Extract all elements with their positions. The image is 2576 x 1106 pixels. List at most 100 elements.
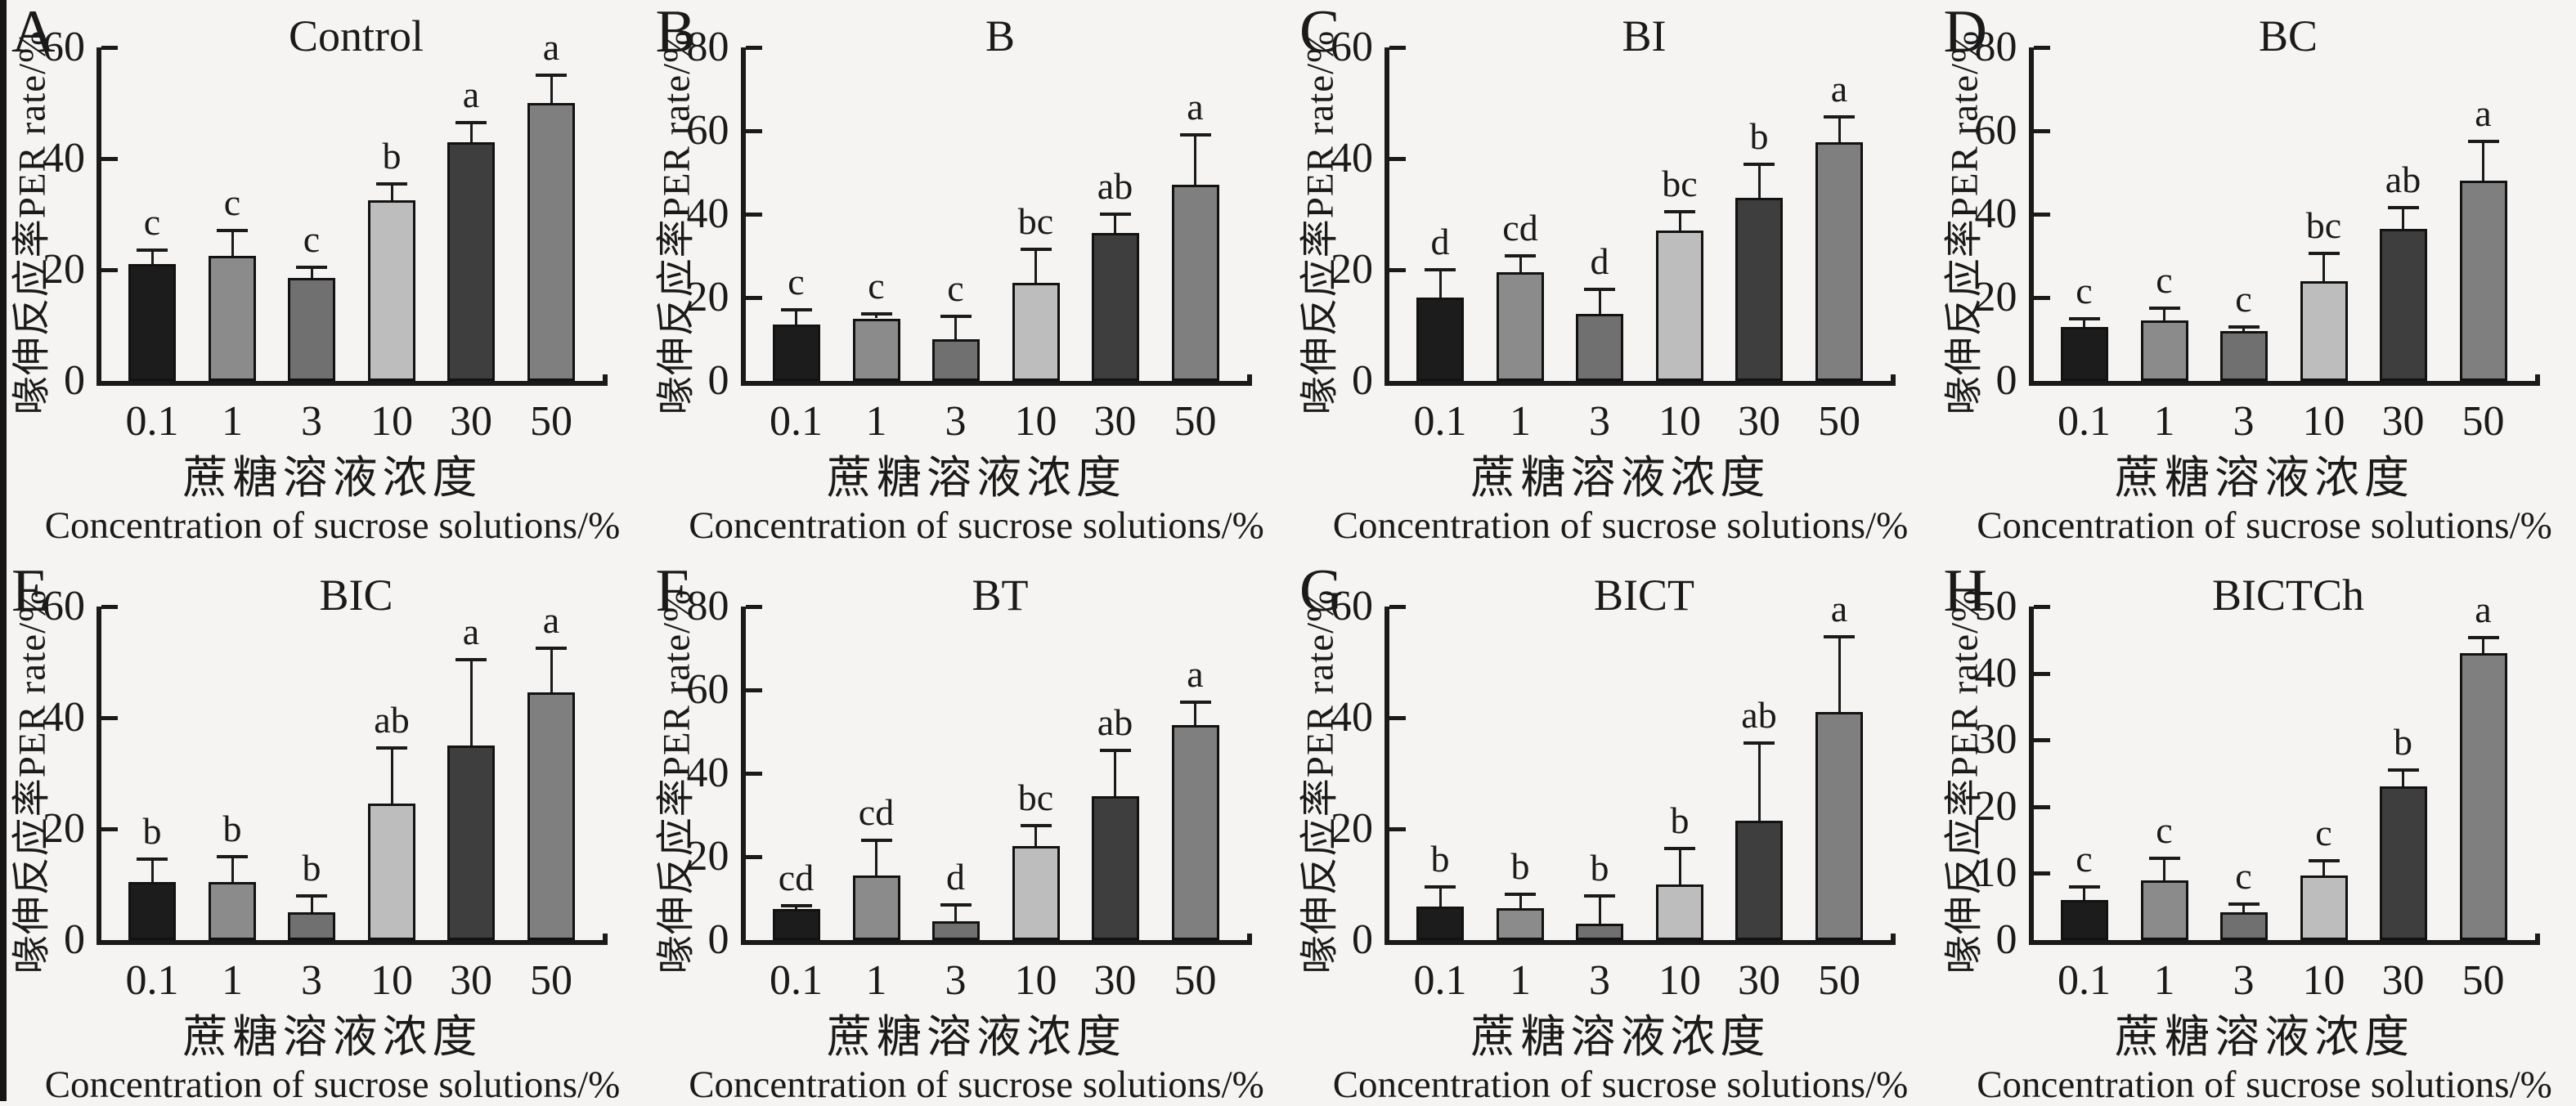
error-bar-line xyxy=(1439,270,1442,298)
x-axis-end-tick xyxy=(1247,934,1252,945)
y-axis xyxy=(741,47,746,386)
error-bar-cap xyxy=(1584,288,1615,291)
sig-letter: c xyxy=(907,269,1005,308)
x-tick-label: 50 xyxy=(1782,958,1896,1004)
error-bar-cap xyxy=(940,315,972,318)
bar-3 xyxy=(288,912,335,940)
bar-50 xyxy=(1815,712,1863,940)
error-bar-cap xyxy=(456,121,487,124)
y-axis-label: 喙伸反应率PER rate/% xyxy=(1288,30,1344,415)
y-tick-mark xyxy=(2034,672,2050,676)
bar-10 xyxy=(1012,846,1060,940)
sig-letter: a xyxy=(2435,590,2533,629)
y-axis-label: 喙伸反应率PER rate/% xyxy=(1932,30,1988,415)
error-bar-line xyxy=(1838,117,1841,142)
bar-1 xyxy=(209,256,256,381)
bar-1 xyxy=(209,882,256,940)
bar-3 xyxy=(1576,314,1623,381)
bar-0.1 xyxy=(2061,900,2108,940)
bar-0.1 xyxy=(773,909,820,940)
sig-letter: ab xyxy=(1710,696,1808,735)
error-bar-cap xyxy=(1100,213,1131,216)
error-bar-line xyxy=(2402,208,2404,229)
y-tick-mark xyxy=(746,46,762,50)
bar-3 xyxy=(288,278,335,381)
error-bar-line xyxy=(1519,256,1522,272)
error-bar-line xyxy=(1599,289,1601,315)
sig-letter: bc xyxy=(1631,164,1729,204)
x-axis-label-cn: 蔗糖溶液浓度 xyxy=(715,454,1238,502)
error-bar-line xyxy=(231,857,234,882)
bar-0.1 xyxy=(1416,907,1464,940)
error-bar-cap xyxy=(1021,248,1052,251)
sig-letter: ab xyxy=(1066,703,1165,742)
x-axis xyxy=(2029,381,2540,386)
error-bar-cap xyxy=(456,658,487,661)
error-bar-cap xyxy=(781,308,812,311)
error-bar-line xyxy=(954,905,957,921)
x-axis-label-cn: 蔗糖溶液浓度 xyxy=(71,454,595,502)
error-bar-line xyxy=(391,184,393,200)
error-bar-cap xyxy=(376,182,407,186)
error-bar-cap xyxy=(1664,847,1695,850)
x-tick-label: 50 xyxy=(1138,958,1253,1004)
error-bar-line xyxy=(151,250,154,264)
x-axis-label-en: Concentration of sucrose solutions/% xyxy=(6,1064,660,1105)
bar-30 xyxy=(1735,198,1783,381)
bar-10 xyxy=(1012,283,1060,381)
bar-1 xyxy=(1497,272,1544,381)
error-bar-cap xyxy=(536,647,567,650)
x-axis-label-en: Concentration of sucrose solutions/% xyxy=(1937,1064,2576,1105)
bar-3 xyxy=(1576,924,1623,940)
error-bar-cap xyxy=(2388,768,2419,772)
y-axis-label: 喙伸反应率PER rate/% xyxy=(0,589,56,974)
sig-letter: c xyxy=(2195,280,2293,319)
error-bar-line xyxy=(470,660,473,746)
x-tick-label: 50 xyxy=(2426,958,2541,1004)
error-bar-line xyxy=(550,75,553,103)
sig-letter: a xyxy=(1790,589,1888,629)
error-bar-line xyxy=(1114,214,1116,233)
y-axis xyxy=(96,607,101,945)
y-axis-label: 喙伸反应率PER rate/% xyxy=(1288,589,1344,974)
bar-1 xyxy=(853,875,900,940)
error-bar-cap xyxy=(2149,307,2180,310)
error-bar-cap xyxy=(137,249,168,252)
bar-50 xyxy=(527,103,575,381)
sig-letter: bc xyxy=(987,778,1085,817)
y-tick-mark xyxy=(1389,827,1406,831)
y-tick-mark xyxy=(1389,268,1406,272)
sig-letter: d xyxy=(907,857,1005,897)
sig-letter: b xyxy=(263,849,361,888)
error-bar-cap xyxy=(1505,254,1536,257)
error-bar-line xyxy=(470,123,473,142)
bar-50 xyxy=(1815,142,1863,381)
error-bar-line xyxy=(2083,887,2085,900)
bar-50 xyxy=(1172,185,1219,381)
y-axis xyxy=(1384,607,1389,945)
y-tick-mark xyxy=(1389,157,1406,161)
x-axis-label-en: Concentration of sucrose solutions/% xyxy=(1294,1064,1948,1105)
error-bar-cap xyxy=(1100,749,1131,752)
error-bar-cap xyxy=(940,903,972,907)
y-tick-mark xyxy=(2034,129,2050,133)
sig-letter: a xyxy=(1147,655,1245,694)
y-tick-mark xyxy=(746,129,762,133)
x-axis-end-tick xyxy=(2535,934,2540,945)
y-tick-mark xyxy=(746,213,762,217)
error-bar-line xyxy=(311,267,313,279)
x-axis xyxy=(96,381,608,386)
error-bar-line xyxy=(2163,858,2165,880)
error-bar-line xyxy=(2322,253,2325,280)
error-bar-cap xyxy=(2309,252,2340,255)
error-bar-line xyxy=(1034,249,1037,283)
bar-10 xyxy=(1656,884,1703,940)
error-bar-line xyxy=(2402,770,2404,786)
error-bar-cap xyxy=(1744,163,1775,166)
error-bar-line xyxy=(2482,141,2484,181)
error-bar-cap xyxy=(2468,636,2499,639)
error-bar-line xyxy=(151,859,154,881)
